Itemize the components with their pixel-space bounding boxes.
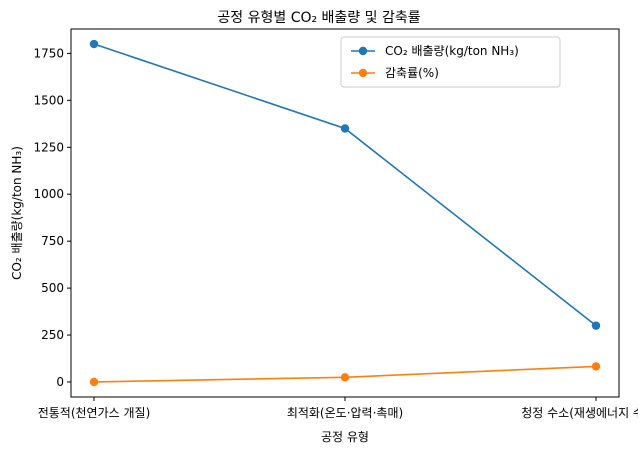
data-point	[340, 124, 350, 133]
legend-label: 감축률(%)	[385, 66, 439, 80]
legend-label: CO₂ 배출량(kg/ton NH₃)	[385, 44, 519, 58]
y-axis-label: CO₂ 배출량(kg/ton NH₃)	[10, 146, 24, 280]
plot-area	[89, 39, 601, 387]
data-point	[340, 373, 350, 382]
data-point	[591, 321, 601, 330]
legend-box	[340, 36, 561, 88]
y-tick-label: 750	[41, 234, 64, 248]
y-tick-label: 1000	[33, 187, 64, 201]
data-point	[89, 39, 99, 49]
x-tick-label: 전통적(천연가스 개질)	[38, 405, 151, 420]
x-tick-label: 청정 수소(재생에너지 수전해)	[521, 406, 638, 420]
chart-title: 공정 유형별 CO₂ 배출량 및 감축률	[217, 10, 420, 26]
y-tick-label: 1500	[33, 93, 64, 107]
data-point	[89, 377, 99, 387]
y-tick-label: 1250	[33, 140, 64, 154]
y-tick-label: 0	[56, 375, 64, 389]
data-point	[591, 362, 601, 371]
x-axis-label: 공정 유형	[321, 430, 369, 444]
legend-marker	[358, 68, 368, 78]
y-axis: 0 250 500 750 1000 1250 1500 1750	[33, 46, 71, 389]
legend: CO₂ 배출량(kg/ton NH₃) 감축률(%)	[340, 36, 561, 88]
legend-marker	[358, 46, 368, 56]
y-tick-label: 500	[41, 281, 64, 295]
x-axis: 전통적(천연가스 개질) 최적화(온도·압력·촉매) 청정 수소(재생에너지 수전해…	[38, 397, 638, 420]
y-tick-label: 1750	[33, 46, 64, 60]
y-tick-label: 250	[41, 328, 64, 342]
x-tick-label: 최적화(온도·압력·촉매)	[287, 406, 403, 420]
